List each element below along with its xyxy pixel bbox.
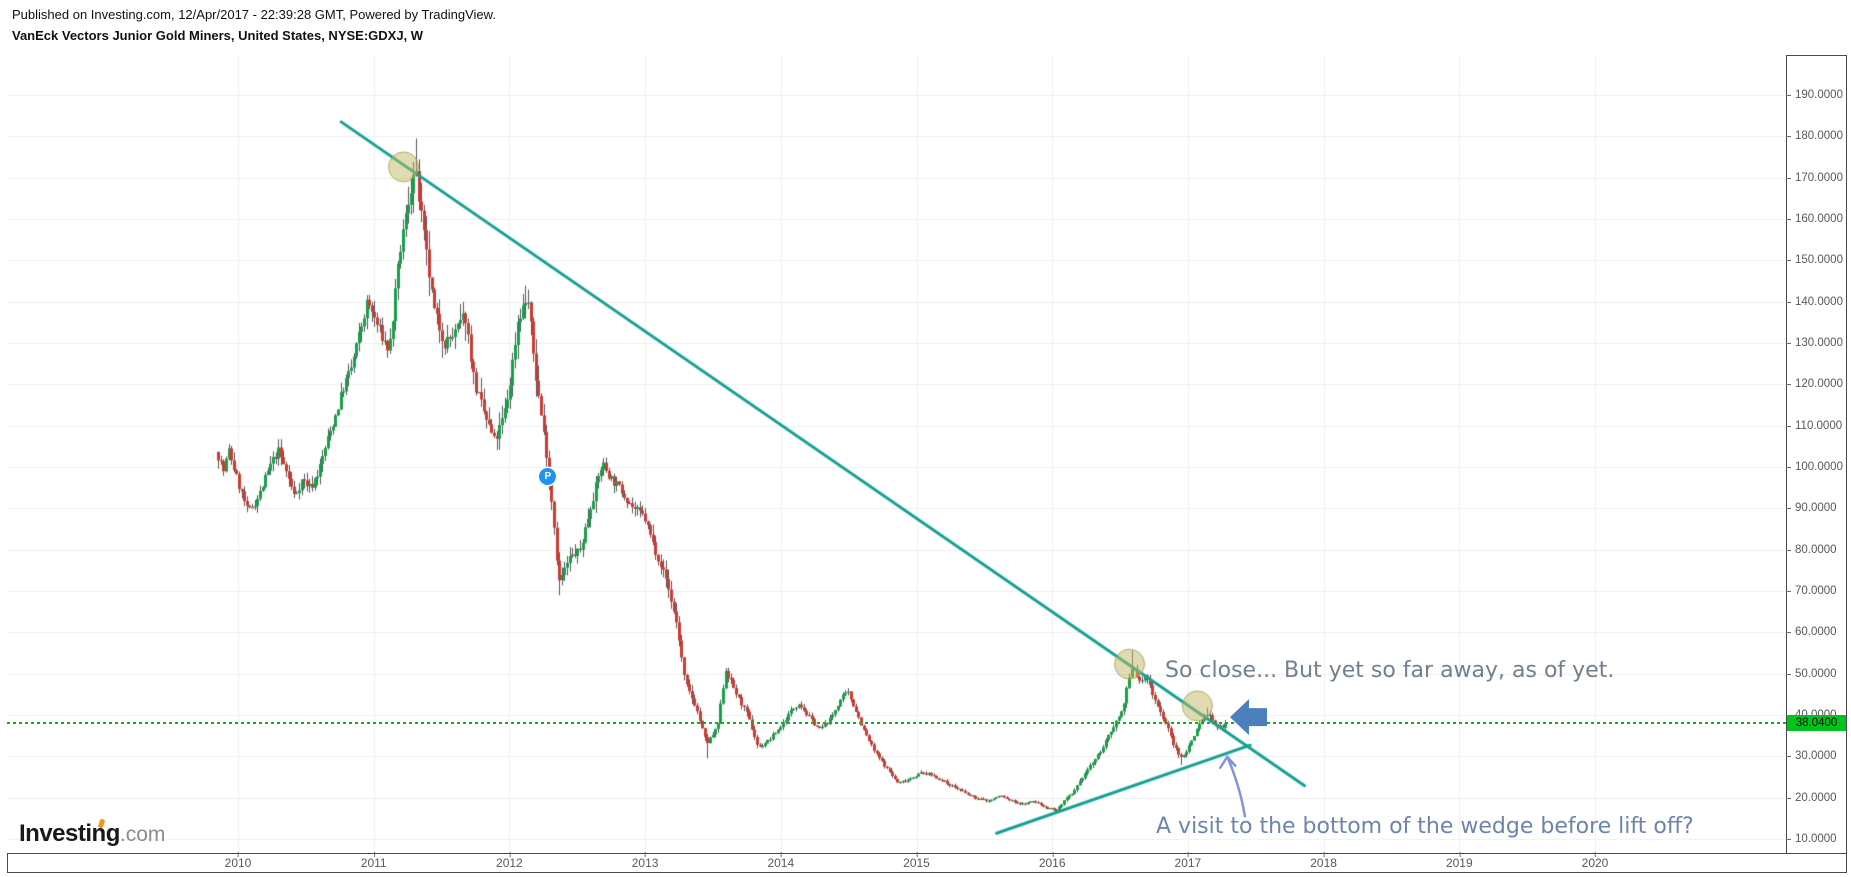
last-price-dotted-line xyxy=(7,722,1786,724)
price-pane-canvas[interactable] xyxy=(7,55,1786,853)
x-axis-label: 2016 xyxy=(1038,852,1066,870)
y-axis-label: 80.0000 xyxy=(1786,543,1837,556)
y-axis-label: 10.0000 xyxy=(1786,833,1837,845)
investing-watermark: Investing.com xyxy=(19,818,166,848)
p-event-marker[interactable]: P xyxy=(539,468,557,486)
x-axis-label: 2017 xyxy=(1174,852,1202,870)
annotation-arrows-layer xyxy=(1219,699,1267,818)
x-axis-label: 2019 xyxy=(1445,852,1473,870)
x-axis-label: 2013 xyxy=(631,852,659,870)
y-axis-label: 110.0000 xyxy=(1785,419,1843,432)
y-axis-label: 90.0000 xyxy=(1786,502,1837,515)
y-axis-label: 140.0000 xyxy=(1786,295,1843,308)
thin-up-arrow-icon[interactable] xyxy=(1226,755,1247,818)
x-axis-label: 2018 xyxy=(1310,852,1337,870)
time-axis-divider xyxy=(7,853,1847,854)
annotation-wedge-text[interactable]: A visit to the bottom of the wedge befor… xyxy=(1156,814,1694,839)
y-axis-label: 20.0000 xyxy=(1786,791,1837,804)
x-axis-label: 2020 xyxy=(1581,852,1609,870)
price-axis-divider xyxy=(1786,55,1787,853)
x-axis-label: 2012 xyxy=(496,852,523,870)
y-axis-label: 60.0000 xyxy=(1786,626,1837,639)
y-axis-label: 70.0000 xyxy=(1786,585,1837,597)
y-axis-label: 30.0000 xyxy=(1786,750,1837,763)
annotation-so-close-text[interactable]: So close... But yet so far away, as of y… xyxy=(1165,658,1615,683)
x-axis-label: 2015 xyxy=(903,852,930,870)
y-axis-label: 160.0000 xyxy=(1786,213,1843,225)
y-axis-label: 190.0000 xyxy=(1786,89,1843,101)
y-axis-label: 120.0000 xyxy=(1786,378,1843,391)
y-axis-label: 130.0000 xyxy=(1786,337,1843,349)
y-axis-label: 150.0000 xyxy=(1786,254,1843,267)
big-left-arrow-icon[interactable] xyxy=(1229,699,1267,736)
y-axis-label: 100.0000 xyxy=(1786,461,1843,473)
thin-up-arrow-head-icon[interactable] xyxy=(1219,755,1237,769)
y-axis-label: 170.0000 xyxy=(1786,171,1843,184)
x-axis-label: 2014 xyxy=(767,852,795,870)
chart-title-line: VanEck Vectors Junior Gold Miners, Unite… xyxy=(12,28,424,43)
x-axis-label: 2011 xyxy=(360,852,387,870)
last-price-label: 38.0400 xyxy=(1787,715,1846,731)
y-axis-label: 50.0000 xyxy=(1786,667,1837,680)
investing-suffix-text: .com xyxy=(119,823,166,846)
y-axis-label: 180.0000 xyxy=(1786,130,1843,143)
x-axis-label: 2010 xyxy=(224,852,252,870)
published-info-line: Published on Investing.com, 12/Apr/2017 … xyxy=(12,7,496,22)
